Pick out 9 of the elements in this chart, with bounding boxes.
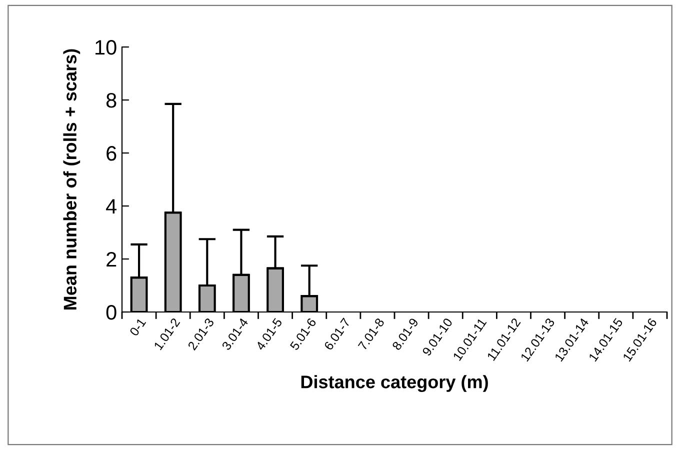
y-tick-label: 4 — [106, 199, 117, 214]
x-tick-label: 0-1 — [129, 318, 146, 337]
y-tick-label: 10 — [96, 40, 116, 55]
y-tick-label: 8 — [106, 93, 116, 108]
y-axis-title: Mean number of (rolls + scars) — [63, 49, 80, 310]
x-axis-title: Distance category (m) — [301, 375, 488, 392]
y-tick-label: 2 — [106, 252, 116, 267]
y-tick-label: 6 — [106, 146, 116, 161]
y-tick-label: 0 — [106, 305, 116, 320]
